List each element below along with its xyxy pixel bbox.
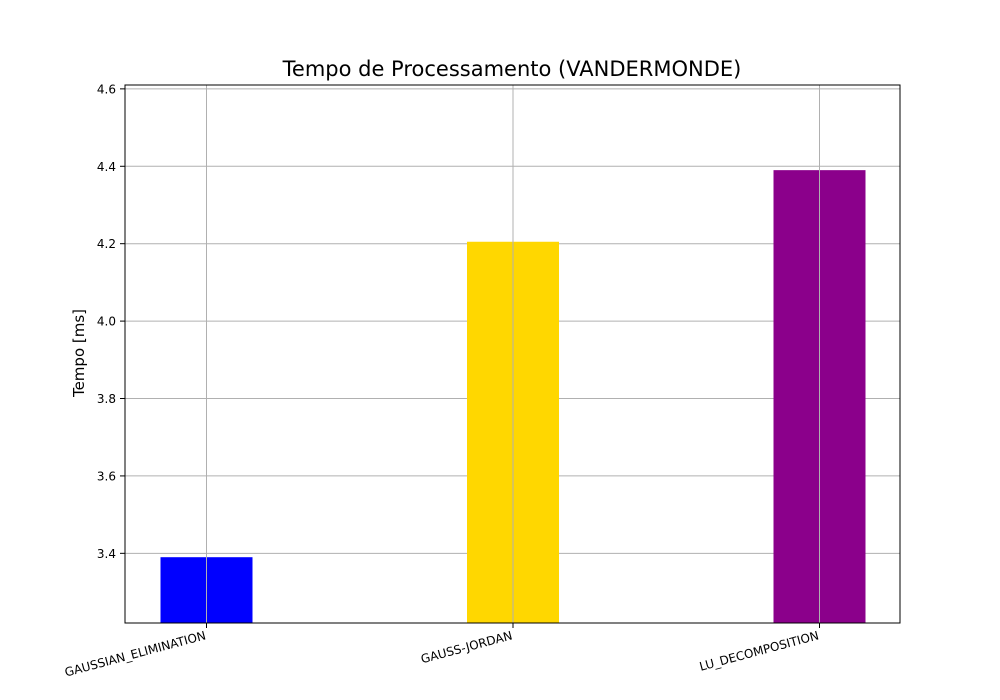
vertical-grid-lines (206, 85, 820, 623)
y-tick-label: 4.0 (97, 315, 116, 329)
y-axis-ticks: 3.4 3.6 3.8 4.0 4.2 4.4 4.6 (97, 82, 125, 561)
y-tick-label: 4.6 (97, 82, 116, 96)
y-tick-label: 3.4 (97, 547, 116, 561)
x-tick-label: GAUSSIAN_ELIMINATION (63, 628, 207, 679)
y-tick-label: 3.6 (97, 469, 116, 483)
y-axis-label: Tempo [ms] (70, 309, 88, 398)
x-tick-label: LU_DECOMPOSITION (698, 628, 820, 673)
x-tick-label: GAUSS-JORDAN (419, 628, 513, 666)
chart-title: Tempo de Processamento (VANDERMONDE) (282, 57, 742, 81)
x-axis-ticks: GAUSSIAN_ELIMINATION GAUSS-JORDAN LU_DECOM… (63, 623, 820, 680)
y-tick-label: 4.2 (97, 237, 116, 251)
y-tick-label: 3.8 (97, 392, 116, 406)
y-tick-label: 4.4 (97, 160, 116, 174)
